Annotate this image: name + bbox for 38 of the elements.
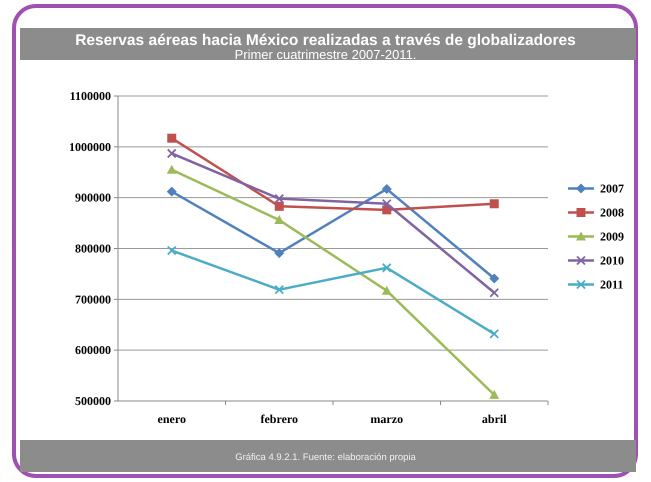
y-tick-label: 900000 [75, 190, 111, 205]
point [274, 284, 284, 295]
point [167, 134, 176, 143]
y-tick-label: 800000 [75, 242, 111, 256]
point [382, 262, 392, 273]
point [382, 286, 392, 295]
chart-title: Reservas aéreas hacia México realizadas a través de globalizadores [75, 32, 576, 49]
y-tick-label: 500000 [75, 394, 111, 408]
point [382, 184, 392, 194]
x-tick-label: enero [158, 412, 186, 426]
point [166, 186, 177, 197]
legend-label: 2011 [600, 278, 624, 292]
x-tick-label: febrero [260, 412, 298, 426]
point [489, 329, 500, 339]
point [274, 202, 284, 211]
point [489, 273, 500, 284]
point [382, 198, 392, 209]
legend-label: 2007 [600, 182, 624, 196]
point [166, 246, 177, 256]
y-tick-label: 600000 [75, 343, 111, 358]
x-tick-label: abril [482, 412, 508, 426]
point [489, 288, 500, 298]
point [490, 199, 499, 208]
legend-label: 2009 [600, 230, 624, 244]
x-tick-label: marzo [370, 412, 404, 426]
chart-subtitle: Primer cuatrimestre 2007-2011. [234, 47, 416, 62]
y-tick-label: 1100000 [70, 89, 111, 103]
point [274, 215, 284, 224]
point [489, 390, 500, 399]
point [274, 194, 284, 204]
y-tick-label: 700000 [75, 292, 111, 306]
legend-label: 2010 [600, 254, 624, 268]
point [274, 248, 284, 258]
legend-label: 2008 [600, 206, 624, 220]
y-tick-label: 1000000 [69, 140, 111, 154]
text: Gráfica 4.9.2.1. Fuente: elaboración propia [235, 452, 417, 463]
point [166, 164, 177, 174]
point [166, 148, 177, 158]
